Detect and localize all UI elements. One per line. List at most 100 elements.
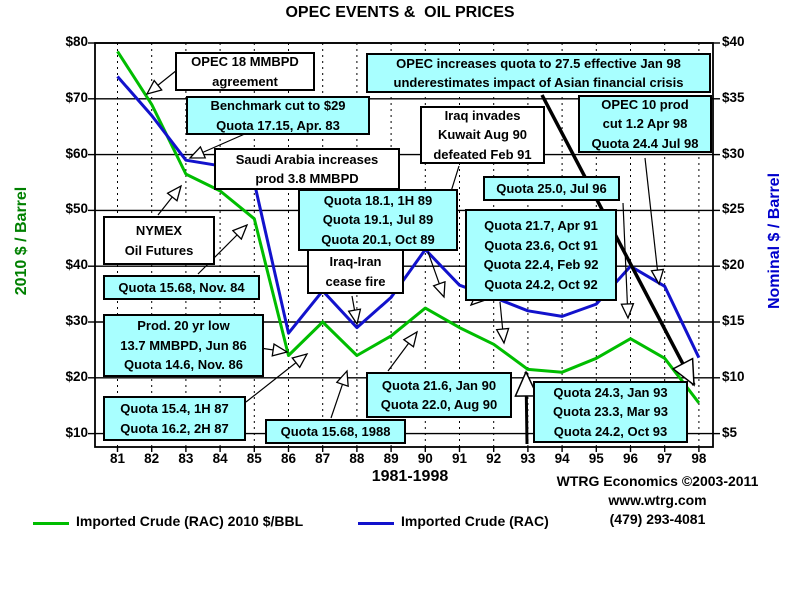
legend-label-real-price: Imported Crude (RAC) 2010 $/BBL [76,513,304,529]
left-tick-label: $70 [65,89,88,105]
x-tick-label: 92 [486,451,502,466]
annotation-line: OPEC increases quota to 27.5 effective J… [396,55,681,71]
annotation-line: Quota 14.6, Nov. 86 [124,357,243,373]
x-tick-label: 95 [588,451,604,466]
chart-title: OPEC EVENTS & OIL PRICES [285,4,515,21]
annotation-quota-15-68-nov-84: Quota 15.68, Nov. 84 [103,275,260,300]
annotation-quota-93: Quota 24.3, Jan 93 Quota 23.3, Mar 93 Quot… [533,381,688,443]
annotation-opec-increases-quota-27-5: OPEC increases quota to 27.5 effective J… [366,53,711,93]
annotation-line: Benchmark cut to $29 [210,98,346,113]
annotation-line: Quota 15.4, 1H 87 [120,401,229,416]
annotation-line: defeated Feb 91 [433,146,532,162]
right-tick-label: $40 [722,34,745,49]
credit-website: www.wtrg.com [608,492,707,508]
annotation-line: Quota 24.2, Oct 92 [484,276,598,292]
left-tick-label: $60 [65,145,88,161]
annotation-line: Prod. 20 yr low [137,318,230,334]
right-tick-label: $10 [722,368,745,384]
annotation-line: Quota 22.4, Feb 92 [483,257,599,272]
credit-company: WTRG Economics ©2003-2011 [556,473,759,489]
annotation-quota-89: Quota 18.1, 1H 89 Quota 19.1, Jul 89 Quota… [298,189,458,251]
x-tick-label: 89 [383,451,399,466]
annotation-line: Quota 25.0, Jul 96 [496,180,607,196]
annotation-opec-10-prod-cut: OPEC 10 prod cut 1.2 Apr 98 Quota 24.4 Jul… [578,95,712,153]
x-tick-label: 81 [109,451,126,466]
annotation-line: Quota 23.6, Oct 91 [484,237,598,253]
annotation-nymex-oil-futures: NYMEX Oil Futures [103,216,215,265]
annotation-quota-91-92: Quota 21.7, Apr 91 Quota 23.6, Oct 91 Quot… [465,209,617,301]
credit-phone: (479) 293-4081 [609,511,706,527]
annotation-line: OPEC 18 MMBPD [191,54,299,69]
x-tick-label: 86 [280,451,297,466]
x-tick-label: 83 [178,451,194,466]
legend-label-nominal-price: Imported Crude (RAC) [401,513,549,529]
annotation-line: Quota 22.0, Aug 90 [380,397,498,412]
annotation-line: NYMEX [135,223,183,238]
annotation-line: Kuwait Aug 90 [437,127,528,143]
legend: Imported Crude (RAC) 2010 $/BBL Imported… [0,510,800,536]
annotation-line: Saudi Arabia increases [235,151,379,167]
x-tick-label: 84 [212,451,228,466]
annotation-line: Quota 15.68, 1988 [280,423,391,439]
annotation-quota-90: Quota 21.6, Jan 90 Quota 22.0, Aug 90 [366,372,512,418]
annotation-line: OPEC 10 prod [601,96,689,112]
x-tick-label: 88 [349,451,365,466]
annotation-line: Quota 18.1, 1H 89 [323,192,433,208]
left-tick-label: $10 [65,424,88,440]
annotation-line: Iraq-Iran [329,254,382,269]
annotation-saudi-increases-prod: Saudi Arabia increases prod 3.8 MMBPD [214,148,400,190]
legend-swatch-blue [358,522,394,525]
annotation-line: Quota 23.3, Mar 93 [553,404,668,420]
annotation-line: Quota 19.1, Jul 89 [322,212,434,228]
annotation-benchmark-cut: Benchmark cut to $29 Quota 17.15, Apr. 83 [186,96,370,135]
x-tick-label: 96 [622,451,639,466]
x-tick-label: 98 [691,451,707,466]
left-tick-label: $80 [65,34,88,49]
right-tick-label: $25 [722,201,745,217]
annotation-line: Quota 17.15, Apr. 83 [216,117,340,133]
annotation-opec-18-agreement: OPEC 18 MMBPD agreement [175,52,315,91]
x-tick-label: 94 [554,451,570,466]
right-tick-label: $35 [722,89,745,105]
left-tick-label: $40 [65,257,88,273]
left-tick-label: $50 [65,201,88,217]
annotation-line: Quota 21.7, Apr 91 [484,218,598,233]
annotation-line: Iraq invades [444,107,521,123]
x-tick-label: 85 [246,451,262,466]
annotation-line: Quota 16.2, 2H 87 [120,420,229,436]
left-tick-label: $20 [65,368,88,384]
annotation-line: underestimates impact of Asian financial… [393,75,684,90]
annotation-line: agreement [212,73,278,89]
annotation-line: Quota 24.2, Oct 93 [553,423,668,439]
credit-block: WTRG Economics ©2003-2011 www.wtrg.com (… [520,472,795,529]
annotation-line: Quota 24.3, Jan 93 [553,384,668,400]
annotation-line: cease fire [325,273,386,289]
x-tick-label: 82 [144,451,160,466]
annotation-quota-15-68-1988: Quota 15.68, 1988 [265,419,406,444]
x-axis-title: 1981-1998 [371,468,449,485]
annotation-quota-25-jul-96: Quota 25.0, Jul 96 [483,176,620,201]
x-tick-label: 97 [657,451,673,466]
annotation-iraq-invades-kuwait: Iraq invades Kuwait Aug 90 defeated Feb 91 [420,106,545,164]
annotation-iraq-iran-cease-fire: Iraq-Iran cease fire [307,249,404,294]
annotation-line: Quota 21.6, Jan 90 [381,377,497,393]
x-tick-label: 90 [417,451,433,466]
x-tick-label: 93 [520,451,536,466]
right-tick-label: $15 [722,313,745,328]
legend-swatch-green [33,522,69,525]
annotation-prod-20-yr-low: Prod. 20 yr low 13.7 MMBPD, Jun 86 Quota 1… [103,314,264,377]
right-tick-label: $5 [722,424,738,440]
annotation-line: cut 1.2 Apr 98 [602,116,688,132]
annotation-line: prod 3.8 MMBPD [255,171,359,186]
annotation-line: Oil Futures [124,242,194,258]
x-tick-label: 87 [315,451,331,466]
annotation-quota-87: Quota 15.4, 1H 87 Quota 16.2, 2H 87 [103,396,246,441]
annotation-line: 13.7 MMBPD, Jun 86 [120,337,247,353]
annotation-line: Quota 15.68, Nov. 84 [118,279,245,295]
right-tick-label: $30 [722,145,745,161]
annotation-line: Quota 20.1, Oct 89 [321,231,435,247]
left-axis-title: 2010 $ / Barrel [13,186,30,296]
right-axis-title: Nominal $ / Barrel [766,172,783,310]
annotation-line: Quota 24.4 Jul 98 [591,135,699,151]
